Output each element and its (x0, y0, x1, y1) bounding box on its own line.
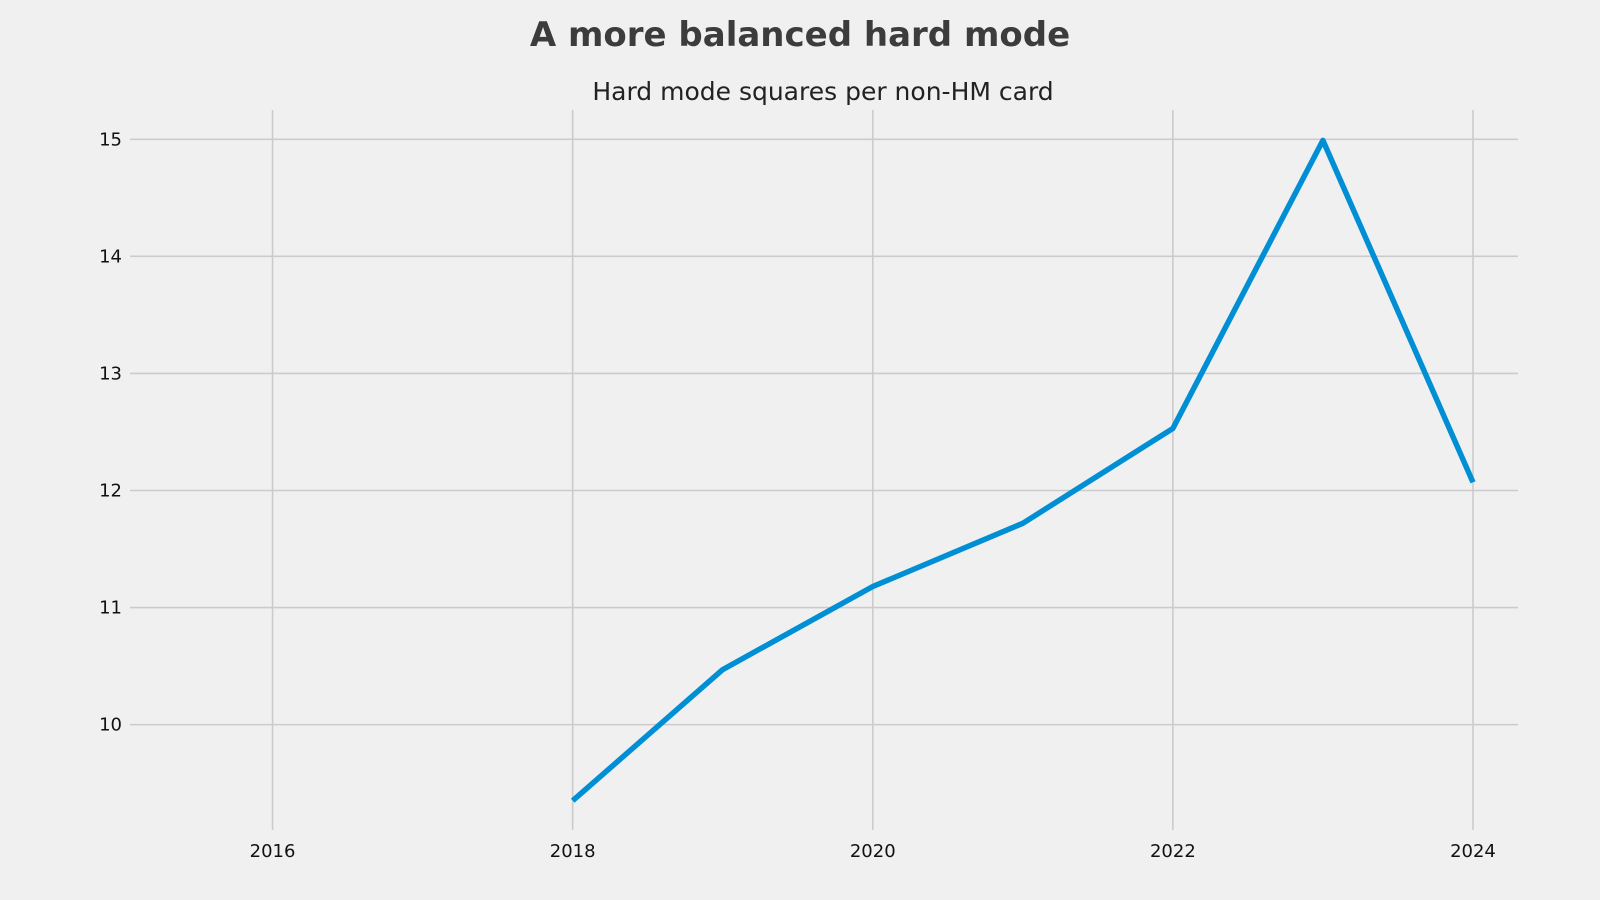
series-line (570, 137, 1476, 803)
x-tick-label: 2022 (1150, 841, 1196, 862)
x-tick-label: 2024 (1450, 841, 1496, 862)
x-tick-label: 2016 (250, 841, 296, 862)
series-layer (570, 137, 1476, 803)
chart-subtitle: Hard mode squares per non-HM card (592, 77, 1053, 106)
tick-labels: 2016 2018 2020 2022 2024 10 11 12 13 14 15 (99, 129, 1496, 862)
y-tick-label: 10 (99, 715, 122, 736)
grid-lines (130, 110, 1518, 830)
y-tick-label: 14 (99, 246, 122, 267)
y-tick-label: 15 (99, 129, 122, 150)
chart-title: A more balanced hard mode (530, 15, 1070, 55)
x-tick-label: 2020 (850, 841, 896, 862)
y-tick-label: 11 (99, 598, 122, 619)
x-tick-label: 2018 (550, 841, 596, 862)
y-tick-label: 13 (99, 363, 122, 384)
y-tick-label: 12 (99, 480, 122, 501)
